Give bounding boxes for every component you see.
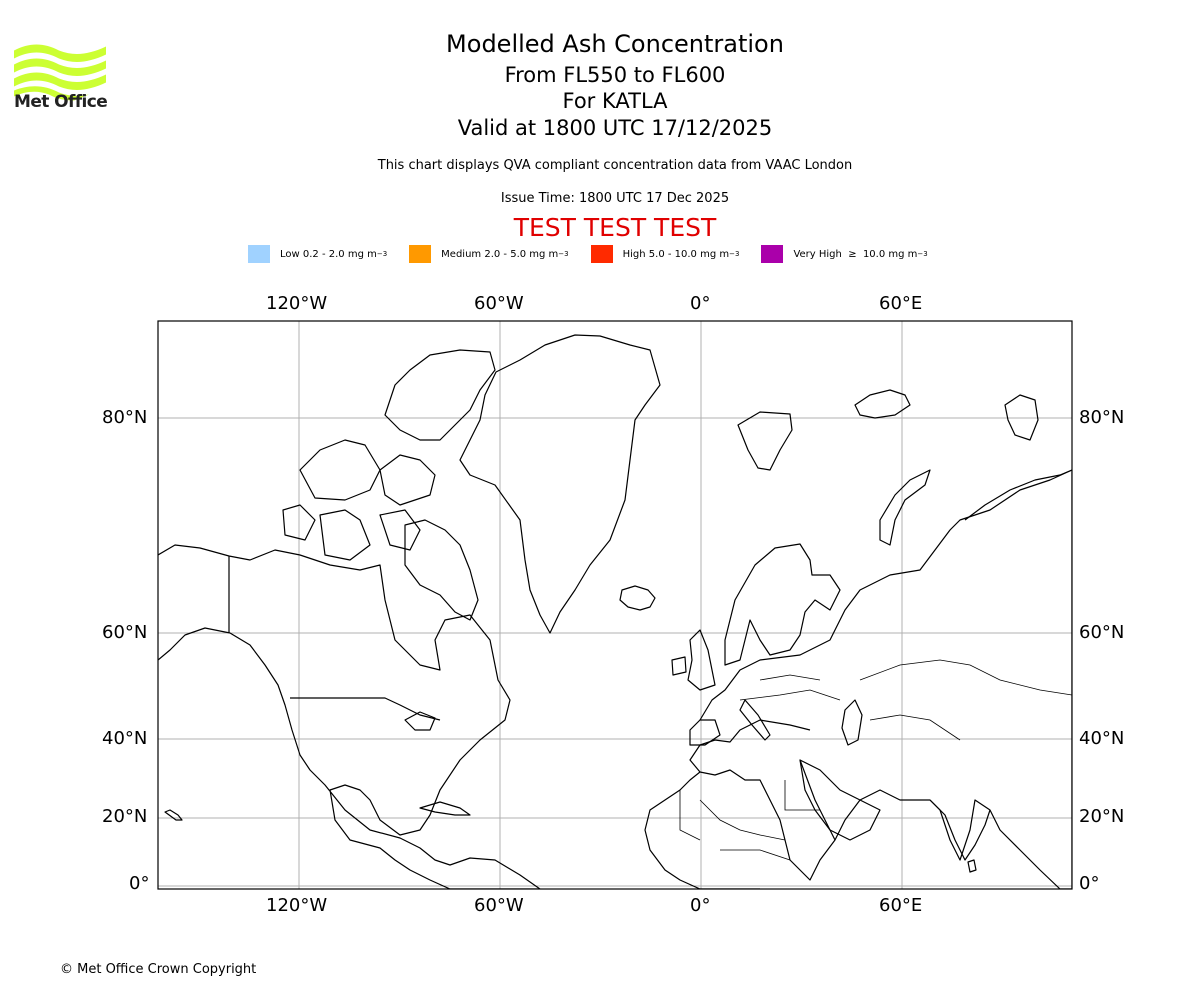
legend-item-low: Low 0.2 - 2.0 mg m −3 <box>248 245 387 263</box>
coastlines <box>158 334 1072 889</box>
qva-disclaimer: This chart displays QVA compliant concen… <box>377 158 853 173</box>
chart-title: Modelled Ash Concentration <box>446 30 784 58</box>
legend-label: Very High ≥ 10.0 mg m <box>793 248 918 260</box>
legend-label: Medium 2.0 - 5.0 mg m <box>441 248 559 260</box>
issue-time: Issue Time: 1800 UTC 17 Dec 2025 <box>500 191 730 206</box>
legend-swatch-high <box>590 245 613 263</box>
lat-label-right: 0° <box>1079 873 1100 894</box>
lat-label-right: 40°N <box>1079 728 1125 749</box>
legend-swatch-medium <box>409 245 432 263</box>
lat-label-right: 20°N <box>1079 806 1125 827</box>
unit-exponent: −3 <box>729 250 740 258</box>
lat-label-left: 20°N <box>102 806 148 827</box>
lon-label-top: 60°W <box>474 293 524 314</box>
gridlines <box>158 321 1072 889</box>
volcano-name: For KATLA <box>562 89 668 113</box>
legend-item-very-high: Very High ≥ 10.0 mg m −3 <box>761 245 928 263</box>
met-office-logo-text: Met Office <box>14 92 108 112</box>
lon-label-top: 120°W <box>266 293 328 314</box>
valid-time: Valid at 1800 UTC 17/12/2025 <box>457 116 773 140</box>
lat-label-left: 40°N <box>102 728 148 749</box>
country-borders <box>679 659 1072 861</box>
unit-exponent: −3 <box>917 250 928 258</box>
lon-label-bottom: 120°W <box>266 895 328 916</box>
test-banner: TEST TEST TEST <box>513 213 717 242</box>
lon-label-top: 0° <box>690 293 711 314</box>
legend-item-medium: Medium 2.0 - 5.0 mg m −3 <box>409 245 569 263</box>
met-office-logo <box>14 44 106 101</box>
lon-label-bottom: 60°W <box>474 895 524 916</box>
copyright-footer: © Met Office Crown Copyright <box>60 962 257 977</box>
lon-label-top: 60°E <box>879 293 923 314</box>
legend-swatch-very-high <box>761 245 784 263</box>
lat-label-right: 60°N <box>1079 622 1125 643</box>
flight-level-range: From FL550 to FL600 <box>504 63 726 87</box>
concentration-legend: Low 0.2 - 2.0 mg m −3 Medium 2.0 - 5.0 mg… <box>248 244 950 264</box>
lat-label-right: 80°N <box>1079 407 1125 428</box>
unit-exponent: −3 <box>376 250 388 258</box>
lat-label-left: 80°N <box>102 407 148 428</box>
legend-item-high: High 5.0 - 10.0 mg m −3 <box>590 245 740 263</box>
legend-label: High 5.0 - 10.0 mg m <box>622 248 730 260</box>
map-background <box>158 321 1072 889</box>
unit-exponent: −3 <box>558 250 569 258</box>
map-frame <box>157 320 1073 890</box>
lon-label-bottom: 0° <box>690 895 711 916</box>
lat-label-left: 0° <box>129 873 150 894</box>
legend-swatch-low <box>248 245 270 263</box>
legend-label: Low 0.2 - 2.0 mg m <box>280 248 377 260</box>
lat-label-left: 60°N <box>102 622 148 643</box>
lon-label-bottom: 60°E <box>879 895 923 916</box>
